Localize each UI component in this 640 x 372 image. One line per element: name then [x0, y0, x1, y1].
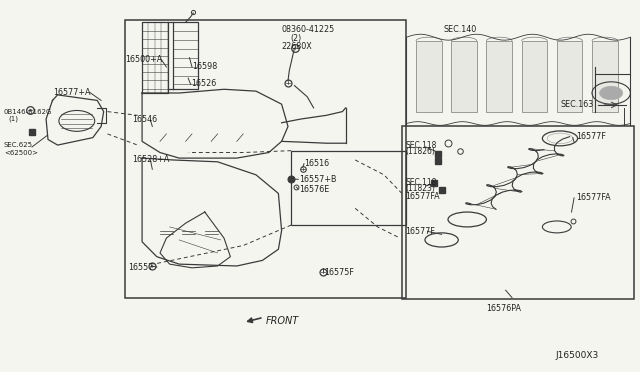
Text: (1): (1) [8, 116, 19, 122]
Text: SEC.118: SEC.118 [405, 178, 436, 187]
Text: 22680X: 22680X [282, 42, 312, 51]
Bar [486, 41, 512, 112]
Text: FRONT: FRONT [266, 316, 299, 326]
Bar [125, 20, 406, 298]
Text: 16577F: 16577F [405, 227, 435, 236]
Text: 16577+A: 16577+A [53, 88, 91, 97]
Bar [291, 151, 406, 225]
Bar [451, 41, 477, 112]
Text: 16526: 16526 [191, 79, 216, 88]
Text: 16576E: 16576E [300, 185, 330, 194]
Text: 0B146-6162G: 0B146-6162G [4, 109, 52, 115]
Text: <62500>: <62500> [4, 150, 38, 155]
Text: J16500X3: J16500X3 [556, 351, 599, 360]
Bar [416, 41, 442, 112]
Text: 16500+A: 16500+A [125, 55, 163, 64]
Bar [592, 41, 618, 112]
Text: 16577F: 16577F [576, 132, 606, 141]
Text: 16557+B: 16557+B [300, 175, 337, 184]
Bar [557, 41, 582, 112]
Text: 08360-41225: 08360-41225 [282, 25, 335, 34]
Text: 16516: 16516 [305, 159, 330, 168]
Text: (2): (2) [290, 34, 301, 43]
Text: SEC.118: SEC.118 [405, 141, 436, 150]
Circle shape [600, 86, 623, 100]
Text: (11823): (11823) [405, 185, 435, 193]
Text: 16546: 16546 [132, 115, 157, 124]
Text: 16575F: 16575F [324, 268, 355, 277]
Text: (11826): (11826) [405, 147, 435, 156]
Text: SEC.163: SEC.163 [561, 100, 594, 109]
Text: 16577FA: 16577FA [405, 192, 440, 201]
Text: 16576PA: 16576PA [486, 304, 522, 312]
Text: SEC.140: SEC.140 [444, 25, 477, 34]
Text: 16528+A: 16528+A [132, 155, 170, 164]
Text: 16557: 16557 [128, 263, 154, 272]
Text: 16598: 16598 [192, 62, 217, 71]
Bar [522, 41, 547, 112]
Text: SEC.625: SEC.625 [4, 142, 33, 148]
Bar [402, 126, 634, 299]
Text: 16577FA: 16577FA [576, 193, 611, 202]
